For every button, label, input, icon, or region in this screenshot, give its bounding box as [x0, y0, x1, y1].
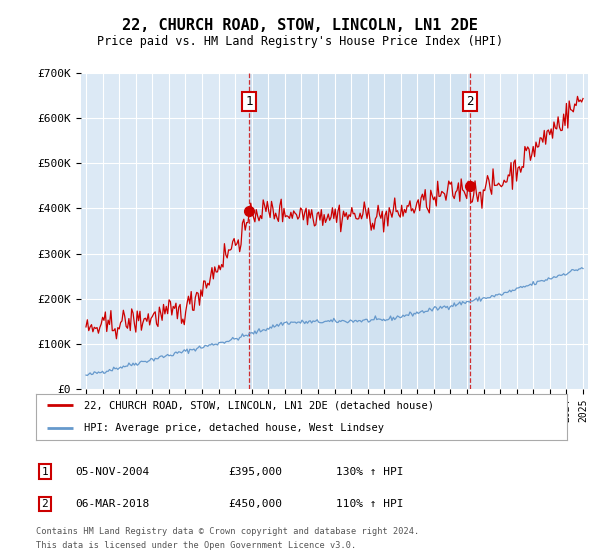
Text: 2: 2: [41, 499, 49, 509]
Text: HPI: Average price, detached house, West Lindsey: HPI: Average price, detached house, West…: [84, 423, 384, 433]
Text: 22, CHURCH ROAD, STOW, LINCOLN, LN1 2DE: 22, CHURCH ROAD, STOW, LINCOLN, LN1 2DE: [122, 18, 478, 33]
Text: 06-MAR-2018: 06-MAR-2018: [75, 499, 149, 509]
Text: 22, CHURCH ROAD, STOW, LINCOLN, LN1 2DE (detached house): 22, CHURCH ROAD, STOW, LINCOLN, LN1 2DE …: [84, 400, 434, 410]
Text: This data is licensed under the Open Government Licence v3.0.: This data is licensed under the Open Gov…: [36, 541, 356, 550]
Bar: [249, 73, 470, 389]
Text: 1: 1: [245, 95, 253, 108]
Text: Contains HM Land Registry data © Crown copyright and database right 2024.: Contains HM Land Registry data © Crown c…: [36, 528, 419, 536]
Text: 05-NOV-2004: 05-NOV-2004: [75, 466, 149, 477]
Text: 130% ↑ HPI: 130% ↑ HPI: [336, 466, 404, 477]
Text: 1: 1: [41, 466, 49, 477]
Text: 110% ↑ HPI: 110% ↑ HPI: [336, 499, 404, 509]
Text: £395,000: £395,000: [228, 466, 282, 477]
Text: Price paid vs. HM Land Registry's House Price Index (HPI): Price paid vs. HM Land Registry's House …: [97, 35, 503, 48]
Text: 2: 2: [466, 95, 473, 108]
Text: £450,000: £450,000: [228, 499, 282, 509]
